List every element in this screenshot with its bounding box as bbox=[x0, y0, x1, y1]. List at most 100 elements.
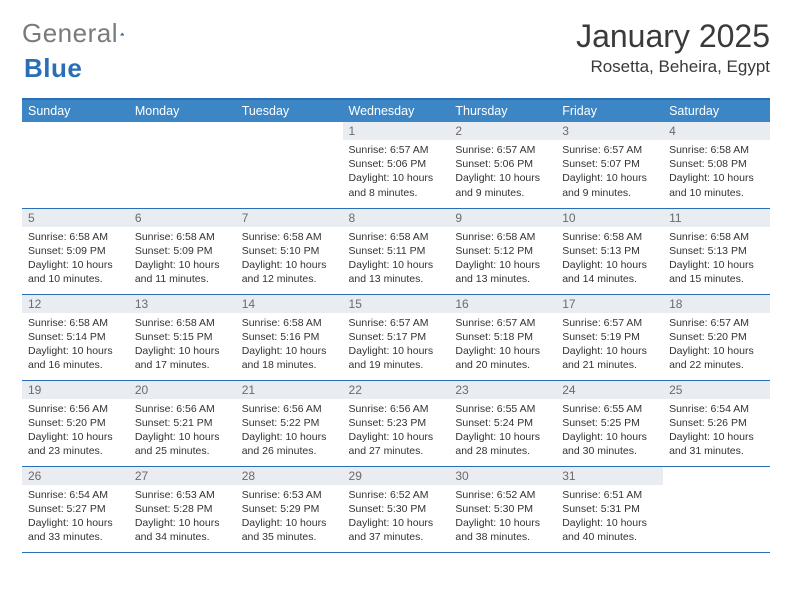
day-details: Sunrise: 6:53 AMSunset: 5:28 PMDaylight:… bbox=[129, 485, 236, 549]
day-number: 13 bbox=[129, 295, 236, 313]
day-details: Sunrise: 6:58 AMSunset: 5:14 PMDaylight:… bbox=[22, 313, 129, 377]
sunrise-line: Sunrise: 6:58 AM bbox=[242, 316, 337, 330]
day-details: Sunrise: 6:57 AMSunset: 5:07 PMDaylight:… bbox=[556, 140, 663, 204]
sunset-line: Sunset: 5:10 PM bbox=[242, 244, 337, 258]
day-header-row: Sunday Monday Tuesday Wednesday Thursday… bbox=[22, 99, 770, 122]
sunrise-line: Sunrise: 6:57 AM bbox=[562, 143, 657, 157]
location: Rosetta, Beheira, Egypt bbox=[576, 57, 770, 77]
calendar-cell: 14Sunrise: 6:58 AMSunset: 5:16 PMDayligh… bbox=[236, 294, 343, 380]
day-number: 27 bbox=[129, 467, 236, 485]
daylight-line: Daylight: 10 hours and 38 minutes. bbox=[455, 516, 550, 544]
daylight-line: Daylight: 10 hours and 23 minutes. bbox=[28, 430, 123, 458]
daylight-line: Daylight: 10 hours and 9 minutes. bbox=[562, 171, 657, 199]
logo: General bbox=[22, 18, 148, 49]
daylight-line: Daylight: 10 hours and 10 minutes. bbox=[669, 171, 764, 199]
day-details: Sunrise: 6:58 AMSunset: 5:15 PMDaylight:… bbox=[129, 313, 236, 377]
day-number: 8 bbox=[343, 209, 450, 227]
day-details: Sunrise: 6:58 AMSunset: 5:16 PMDaylight:… bbox=[236, 313, 343, 377]
sunrise-line: Sunrise: 6:58 AM bbox=[28, 316, 123, 330]
daylight-line: Daylight: 10 hours and 12 minutes. bbox=[242, 258, 337, 286]
sunset-line: Sunset: 5:24 PM bbox=[455, 416, 550, 430]
day-number: 24 bbox=[556, 381, 663, 399]
sunrise-line: Sunrise: 6:58 AM bbox=[242, 230, 337, 244]
day-number: 20 bbox=[129, 381, 236, 399]
calendar-cell: 11Sunrise: 6:58 AMSunset: 5:13 PMDayligh… bbox=[663, 208, 770, 294]
day-number: 2 bbox=[449, 122, 556, 140]
sunset-line: Sunset: 5:21 PM bbox=[135, 416, 230, 430]
daylight-line: Daylight: 10 hours and 20 minutes. bbox=[455, 344, 550, 372]
sunrise-line: Sunrise: 6:53 AM bbox=[242, 488, 337, 502]
day-details: Sunrise: 6:55 AMSunset: 5:24 PMDaylight:… bbox=[449, 399, 556, 463]
calendar-cell: 20Sunrise: 6:56 AMSunset: 5:21 PMDayligh… bbox=[129, 380, 236, 466]
day-number: 29 bbox=[343, 467, 450, 485]
sunrise-line: Sunrise: 6:58 AM bbox=[349, 230, 444, 244]
logo-triangle-icon bbox=[120, 23, 124, 45]
title-block: January 2025 Rosetta, Beheira, Egypt bbox=[576, 18, 770, 77]
day-details: Sunrise: 6:56 AMSunset: 5:23 PMDaylight:… bbox=[343, 399, 450, 463]
sunset-line: Sunset: 5:20 PM bbox=[28, 416, 123, 430]
day-number: 5 bbox=[22, 209, 129, 227]
day-number: 23 bbox=[449, 381, 556, 399]
daylight-line: Daylight: 10 hours and 28 minutes. bbox=[455, 430, 550, 458]
sunset-line: Sunset: 5:11 PM bbox=[349, 244, 444, 258]
calendar-cell: 16Sunrise: 6:57 AMSunset: 5:18 PMDayligh… bbox=[449, 294, 556, 380]
sunrise-line: Sunrise: 6:55 AM bbox=[562, 402, 657, 416]
sunset-line: Sunset: 5:12 PM bbox=[455, 244, 550, 258]
day-header: Tuesday bbox=[236, 99, 343, 122]
day-details: Sunrise: 6:52 AMSunset: 5:30 PMDaylight:… bbox=[343, 485, 450, 549]
daylight-line: Daylight: 10 hours and 15 minutes. bbox=[669, 258, 764, 286]
calendar-cell: 6Sunrise: 6:58 AMSunset: 5:09 PMDaylight… bbox=[129, 208, 236, 294]
sunrise-line: Sunrise: 6:52 AM bbox=[455, 488, 550, 502]
day-header: Friday bbox=[556, 99, 663, 122]
day-number: 25 bbox=[663, 381, 770, 399]
sunset-line: Sunset: 5:17 PM bbox=[349, 330, 444, 344]
day-number: 18 bbox=[663, 295, 770, 313]
daylight-line: Daylight: 10 hours and 14 minutes. bbox=[562, 258, 657, 286]
sunrise-line: Sunrise: 6:57 AM bbox=[455, 316, 550, 330]
sunrise-line: Sunrise: 6:58 AM bbox=[135, 230, 230, 244]
day-details: Sunrise: 6:57 AMSunset: 5:18 PMDaylight:… bbox=[449, 313, 556, 377]
sunset-line: Sunset: 5:28 PM bbox=[135, 502, 230, 516]
day-details: Sunrise: 6:56 AMSunset: 5:22 PMDaylight:… bbox=[236, 399, 343, 463]
sunset-line: Sunset: 5:14 PM bbox=[28, 330, 123, 344]
day-number: 28 bbox=[236, 467, 343, 485]
daylight-line: Daylight: 10 hours and 33 minutes. bbox=[28, 516, 123, 544]
daylight-line: Daylight: 10 hours and 8 minutes. bbox=[349, 171, 444, 199]
sunrise-line: Sunrise: 6:56 AM bbox=[349, 402, 444, 416]
calendar-cell: 29Sunrise: 6:52 AMSunset: 5:30 PMDayligh… bbox=[343, 466, 450, 552]
sunrise-line: Sunrise: 6:58 AM bbox=[562, 230, 657, 244]
daylight-line: Daylight: 10 hours and 27 minutes. bbox=[349, 430, 444, 458]
calendar-cell: 8Sunrise: 6:58 AMSunset: 5:11 PMDaylight… bbox=[343, 208, 450, 294]
day-details: Sunrise: 6:57 AMSunset: 5:06 PMDaylight:… bbox=[343, 140, 450, 204]
daylight-line: Daylight: 10 hours and 40 minutes. bbox=[562, 516, 657, 544]
day-details: Sunrise: 6:58 AMSunset: 5:13 PMDaylight:… bbox=[556, 227, 663, 291]
sunset-line: Sunset: 5:26 PM bbox=[669, 416, 764, 430]
sunset-line: Sunset: 5:29 PM bbox=[242, 502, 337, 516]
sunrise-line: Sunrise: 6:57 AM bbox=[562, 316, 657, 330]
month-title: January 2025 bbox=[576, 18, 770, 55]
calendar-cell: 3Sunrise: 6:57 AMSunset: 5:07 PMDaylight… bbox=[556, 122, 663, 208]
daylight-line: Daylight: 10 hours and 30 minutes. bbox=[562, 430, 657, 458]
calendar-cell: 22Sunrise: 6:56 AMSunset: 5:23 PMDayligh… bbox=[343, 380, 450, 466]
sunset-line: Sunset: 5:18 PM bbox=[455, 330, 550, 344]
sunrise-line: Sunrise: 6:58 AM bbox=[28, 230, 123, 244]
daylight-line: Daylight: 10 hours and 17 minutes. bbox=[135, 344, 230, 372]
sunset-line: Sunset: 5:08 PM bbox=[669, 157, 764, 171]
daylight-line: Daylight: 10 hours and 34 minutes. bbox=[135, 516, 230, 544]
sunset-line: Sunset: 5:27 PM bbox=[28, 502, 123, 516]
day-number: 7 bbox=[236, 209, 343, 227]
day-number: 12 bbox=[22, 295, 129, 313]
calendar-cell: 19Sunrise: 6:56 AMSunset: 5:20 PMDayligh… bbox=[22, 380, 129, 466]
daylight-line: Daylight: 10 hours and 35 minutes. bbox=[242, 516, 337, 544]
day-details: Sunrise: 6:58 AMSunset: 5:10 PMDaylight:… bbox=[236, 227, 343, 291]
sunset-line: Sunset: 5:09 PM bbox=[28, 244, 123, 258]
sunset-line: Sunset: 5:31 PM bbox=[562, 502, 657, 516]
sunset-line: Sunset: 5:22 PM bbox=[242, 416, 337, 430]
calendar-cell: 26Sunrise: 6:54 AMSunset: 5:27 PMDayligh… bbox=[22, 466, 129, 552]
logo-text-2: Blue bbox=[24, 53, 82, 83]
daylight-line: Daylight: 10 hours and 22 minutes. bbox=[669, 344, 764, 372]
day-details: Sunrise: 6:54 AMSunset: 5:27 PMDaylight:… bbox=[22, 485, 129, 549]
day-number: 31 bbox=[556, 467, 663, 485]
calendar-cell: 31Sunrise: 6:51 AMSunset: 5:31 PMDayligh… bbox=[556, 466, 663, 552]
calendar-cell: 2Sunrise: 6:57 AMSunset: 5:06 PMDaylight… bbox=[449, 122, 556, 208]
